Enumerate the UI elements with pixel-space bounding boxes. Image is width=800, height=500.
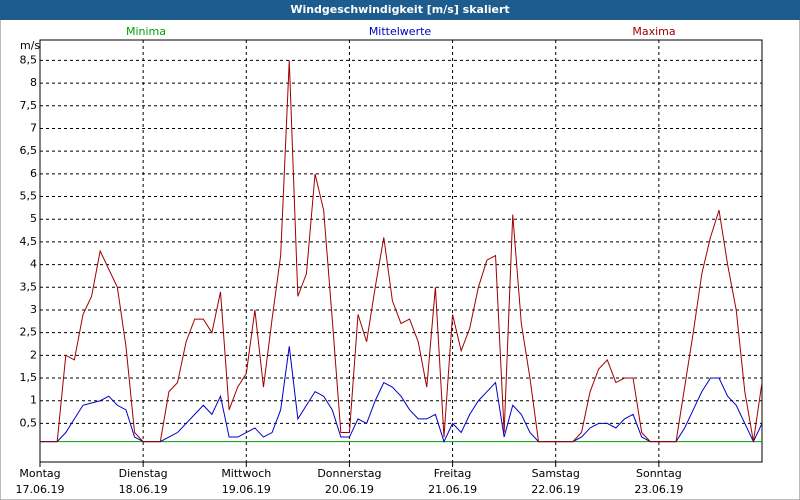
y-axis-label: m/s	[20, 39, 40, 52]
chart-title: Windgeschwindigkeit [m/s] skaliert	[290, 3, 509, 16]
x-tick-label: 22.06.19	[531, 483, 580, 496]
y-tick-label: 4,5	[20, 235, 38, 248]
y-tick-label: 8	[30, 76, 37, 89]
y-tick-label: 5,5	[20, 190, 38, 203]
legend-entry: Maxima	[632, 25, 675, 38]
plot-frame	[39, 39, 763, 463]
y-tick-label: 3,5	[20, 280, 38, 293]
x-tick-label: Mittwoch	[221, 467, 271, 480]
x-tick-label: 19.06.19	[222, 483, 271, 496]
y-tick-label: 7,5	[20, 99, 38, 112]
x-tick-label: Donnerstag	[317, 467, 381, 480]
y-tick-label: 2,5	[20, 326, 38, 339]
y-tick-label: 0,5	[20, 416, 38, 429]
y-tick-label: 1	[30, 394, 37, 407]
legend-entry: Minima	[126, 25, 166, 38]
y-tick-label: 1,5	[20, 371, 38, 384]
y-tick-label: 5	[30, 212, 37, 225]
legend-entry: Mittelwerte	[369, 25, 432, 38]
x-tick-label: 17.06.19	[16, 483, 65, 496]
x-tick-label: Samstag	[532, 467, 580, 480]
x-tick-label: Sonntag	[636, 467, 682, 480]
x-tick-label: Dienstag	[119, 467, 168, 480]
y-tick-label: 8,5	[20, 53, 38, 66]
x-tick-label: 23.06.19	[634, 483, 683, 496]
y-tick-label: 6,5	[20, 144, 38, 157]
y-tick-label: 6	[30, 167, 37, 180]
x-tick-label: Montag	[19, 467, 60, 480]
y-tick-label: 4	[30, 258, 37, 271]
x-tick-label: Freitag	[434, 467, 472, 480]
y-tick-label: 2	[30, 348, 37, 361]
title-bar	[0, 0, 800, 20]
y-tick-label: 3	[30, 303, 37, 316]
y-tick-label: 7	[30, 121, 37, 134]
series-line	[40, 60, 763, 443]
x-tick-label: 18.06.19	[119, 483, 168, 496]
x-tick-label: 21.06.19	[428, 483, 477, 496]
x-tick-label: 20.06.19	[325, 483, 374, 496]
